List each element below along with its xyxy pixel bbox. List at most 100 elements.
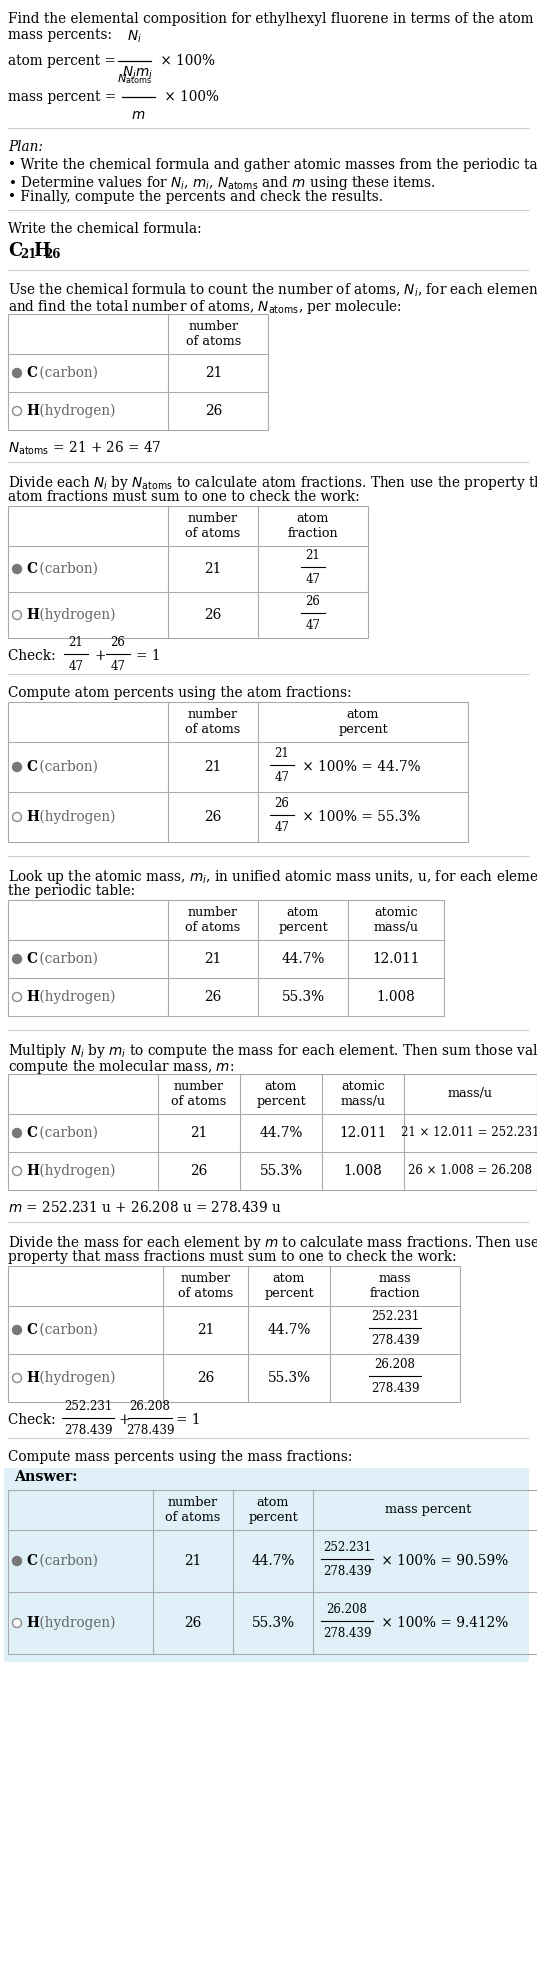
Text: (carbon): (carbon) — [35, 562, 98, 576]
Text: 44.7%: 44.7% — [251, 1553, 295, 1569]
Text: 44.7%: 44.7% — [259, 1126, 303, 1140]
Text: × 100%: × 100% — [156, 54, 215, 68]
Text: 21: 21 — [184, 1553, 201, 1569]
Text: +: + — [118, 1412, 129, 1428]
Text: 26: 26 — [111, 636, 126, 649]
Circle shape — [12, 1619, 21, 1627]
Text: compute the molecular mass, $m$:: compute the molecular mass, $m$: — [8, 1059, 234, 1076]
Text: atomic
mass/u: atomic mass/u — [340, 1080, 386, 1108]
Text: atom fractions must sum to one to check the work:: atom fractions must sum to one to check … — [8, 491, 360, 504]
Text: 278.439: 278.439 — [323, 1627, 371, 1640]
Text: 26: 26 — [191, 1164, 208, 1178]
Text: C: C — [26, 1323, 37, 1337]
Text: mass/u: mass/u — [448, 1088, 493, 1100]
Text: 47: 47 — [306, 574, 321, 586]
Text: H: H — [26, 1370, 39, 1384]
Text: 47: 47 — [306, 620, 321, 632]
Text: C: C — [26, 1126, 37, 1140]
Text: 278.439: 278.439 — [371, 1382, 419, 1394]
Text: 26 × 1.008 = 26.208: 26 × 1.008 = 26.208 — [409, 1164, 533, 1178]
Text: 55.3%: 55.3% — [267, 1370, 310, 1384]
Text: $N_i$: $N_i$ — [127, 28, 141, 46]
Text: 252.231: 252.231 — [64, 1400, 112, 1412]
Circle shape — [12, 1374, 21, 1382]
Text: (hydrogen): (hydrogen) — [35, 608, 115, 622]
Circle shape — [12, 610, 21, 620]
Text: C: C — [26, 365, 37, 379]
Text: H: H — [33, 242, 50, 260]
Text: H: H — [26, 810, 39, 824]
Text: (hydrogen): (hydrogen) — [35, 810, 115, 824]
Text: 1.008: 1.008 — [344, 1164, 382, 1178]
Text: 26.208: 26.208 — [129, 1400, 170, 1412]
Text: 21: 21 — [205, 562, 222, 576]
Text: = 1: = 1 — [136, 649, 161, 663]
Circle shape — [12, 1325, 21, 1335]
Text: H: H — [26, 1164, 39, 1178]
Bar — [8, 1265, 460, 1402]
Text: $N_\mathrm{atoms}$ = 21 + 26 = 47: $N_\mathrm{atoms}$ = 21 + 26 = 47 — [8, 441, 162, 457]
Text: atom
percent: atom percent — [248, 1495, 298, 1523]
Text: (hydrogen): (hydrogen) — [35, 403, 115, 419]
Text: atom
percent: atom percent — [264, 1271, 314, 1301]
Text: 26: 26 — [197, 1370, 214, 1384]
Text: × 100% = 44.7%: × 100% = 44.7% — [298, 761, 420, 775]
Text: 21: 21 — [205, 761, 222, 775]
Text: 47: 47 — [111, 659, 126, 673]
Text: 26.208: 26.208 — [375, 1358, 416, 1370]
Text: $m$ = 252.231 u + 26.208 u = 278.439 u: $m$ = 252.231 u + 26.208 u = 278.439 u — [8, 1200, 282, 1215]
FancyBboxPatch shape — [4, 1468, 529, 1662]
Text: atom
fraction: atom fraction — [288, 512, 338, 540]
Text: 21: 21 — [191, 1126, 208, 1140]
Text: 55.3%: 55.3% — [251, 1617, 295, 1631]
Text: 47: 47 — [274, 771, 289, 784]
Text: 12.011: 12.011 — [339, 1126, 387, 1140]
Circle shape — [12, 955, 21, 963]
Text: mass
fraction: mass fraction — [369, 1271, 420, 1301]
Text: C: C — [26, 562, 37, 576]
Text: 26: 26 — [205, 608, 222, 622]
Text: Answer:: Answer: — [14, 1470, 77, 1484]
Text: 21 × 12.011 = 252.231: 21 × 12.011 = 252.231 — [401, 1126, 537, 1140]
Text: • Finally, compute the percents and check the results.: • Finally, compute the percents and chec… — [8, 191, 383, 205]
Text: 26: 26 — [205, 403, 223, 417]
Text: 278.439: 278.439 — [64, 1424, 112, 1438]
Text: 44.7%: 44.7% — [267, 1323, 311, 1337]
Text: C: C — [26, 1553, 37, 1569]
Text: property that mass fractions must sum to one to check the work:: property that mass fractions must sum to… — [8, 1249, 456, 1263]
Text: 21: 21 — [205, 365, 223, 379]
Text: +: + — [94, 649, 105, 663]
Text: C: C — [8, 242, 23, 260]
Text: (carbon): (carbon) — [35, 365, 98, 379]
Bar — [8, 1490, 537, 1654]
Text: (hydrogen): (hydrogen) — [35, 1370, 115, 1384]
Text: atom
percent: atom percent — [338, 707, 388, 737]
Circle shape — [12, 1166, 21, 1176]
Circle shape — [12, 564, 21, 574]
Text: and find the total number of atoms, $N_\mathrm{atoms}$, per molecule:: and find the total number of atoms, $N_\… — [8, 298, 402, 316]
Text: Check:: Check: — [8, 1412, 60, 1428]
Text: number
of atoms: number of atoms — [165, 1495, 221, 1523]
Text: 21: 21 — [69, 636, 83, 649]
Text: 26.208: 26.208 — [326, 1603, 367, 1617]
Text: 47: 47 — [69, 659, 83, 673]
Text: 252.231: 252.231 — [371, 1311, 419, 1323]
Circle shape — [12, 1557, 21, 1565]
Text: Compute atom percents using the atom fractions:: Compute atom percents using the atom fra… — [8, 685, 352, 699]
Text: Divide each $N_i$ by $N_\mathrm{atoms}$ to calculate atom fractions. Then use th: Divide each $N_i$ by $N_\mathrm{atoms}$ … — [8, 475, 537, 493]
Text: $m$: $m$ — [131, 107, 145, 121]
Text: 55.3%: 55.3% — [259, 1164, 302, 1178]
Text: atom percent =: atom percent = — [8, 54, 120, 68]
Text: 252.231: 252.231 — [323, 1541, 371, 1553]
Text: Look up the atomic mass, $m_i$, in unified atomic mass units, u, for each elemen: Look up the atomic mass, $m_i$, in unifi… — [8, 868, 537, 886]
Text: 47: 47 — [274, 820, 289, 834]
Text: number
of atoms: number of atoms — [185, 707, 241, 737]
Text: 278.439: 278.439 — [323, 1565, 371, 1579]
Text: 21: 21 — [306, 548, 321, 562]
Circle shape — [12, 369, 21, 377]
Text: × 100% = 9.412%: × 100% = 9.412% — [377, 1617, 508, 1631]
Bar — [8, 900, 444, 1017]
Bar — [8, 506, 368, 638]
Text: × 100%: × 100% — [160, 89, 219, 103]
Text: mass percent: mass percent — [385, 1503, 471, 1517]
